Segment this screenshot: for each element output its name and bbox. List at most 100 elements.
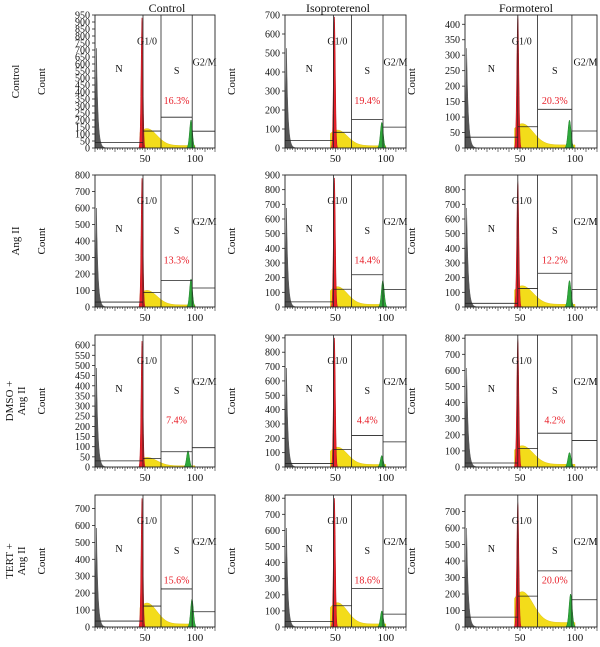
y-tick-label: 150 bbox=[445, 97, 460, 108]
y-tick-label: 200 bbox=[265, 434, 280, 445]
histogram-panel: 0 100 200 300 400 500 600 700 800 50 100 N G1/0 S G2/M… bbox=[265, 494, 408, 644]
y-tick-label: 150 bbox=[75, 123, 90, 134]
debris-peak bbox=[464, 367, 481, 468]
y-tick-label: 700 bbox=[445, 200, 460, 211]
y-tick-label: 50 bbox=[80, 137, 90, 148]
x-tick-label: 100 bbox=[567, 632, 584, 644]
y-tick-label: 200 bbox=[75, 116, 90, 127]
region-label-g1: G1/0 bbox=[512, 516, 532, 527]
s-phase-area bbox=[514, 123, 576, 149]
region-label-g1: G1/0 bbox=[137, 516, 157, 527]
y-axis-label-text: Count bbox=[36, 68, 48, 95]
region-label-s: S bbox=[552, 386, 558, 397]
plot-frame bbox=[94, 174, 216, 308]
y-tick-label: 700 bbox=[265, 200, 280, 211]
y-tick-label: 50 bbox=[450, 128, 460, 139]
region-label-g2: G2/M bbox=[384, 58, 408, 69]
y-tick-label: 400 bbox=[445, 557, 460, 568]
g1-peak bbox=[137, 341, 147, 468]
y-tick-label: 300 bbox=[445, 414, 460, 425]
s-phase-area bbox=[514, 285, 576, 308]
y-tick-label: 100 bbox=[445, 113, 460, 124]
y-tick-label: 200 bbox=[75, 422, 90, 433]
y-tick-label: 500 bbox=[75, 74, 90, 85]
debris-peak bbox=[464, 527, 481, 628]
y-tick-label: 400 bbox=[75, 381, 90, 392]
y-tick-label: 550 bbox=[75, 67, 90, 78]
y-tick-label: 400 bbox=[75, 88, 90, 99]
plot-frame bbox=[284, 14, 407, 149]
y-tick-label: 900 bbox=[75, 18, 90, 29]
x-tick-label: 50 bbox=[140, 153, 152, 165]
y-tick-label: 800 bbox=[75, 32, 90, 43]
y-tick-label: 300 bbox=[75, 102, 90, 113]
region-label-g2: G2/M bbox=[384, 377, 408, 388]
region-label-g1: G1/0 bbox=[327, 36, 347, 47]
y-tick-label: 800 bbox=[265, 185, 280, 196]
y-tick-label: 300 bbox=[445, 51, 460, 62]
x-tick-label: 100 bbox=[378, 472, 395, 484]
y-tick-label: 600 bbox=[265, 30, 280, 41]
y-tick-label: 150 bbox=[75, 432, 90, 443]
y-tick-label: 500 bbox=[265, 229, 280, 240]
y-tick-label: 700 bbox=[265, 362, 280, 373]
row-label-line: Ang II bbox=[16, 546, 28, 575]
region-label-g1: G1/0 bbox=[512, 356, 532, 367]
y-axis-label: Count bbox=[406, 68, 418, 95]
y-tick-label: 200 bbox=[265, 106, 280, 117]
y-tick-label: 700 bbox=[445, 350, 460, 361]
x-tick-label: 50 bbox=[330, 312, 342, 324]
y-tick-label: 400 bbox=[445, 398, 460, 409]
debris-peak bbox=[464, 48, 481, 149]
column-title: Control bbox=[149, 1, 186, 15]
x-tick-label: 100 bbox=[378, 312, 395, 324]
row-label-line: Control bbox=[10, 65, 22, 99]
y-tick-label: 200 bbox=[75, 270, 90, 281]
g1-peak bbox=[330, 498, 339, 628]
x-tick-label: 50 bbox=[140, 632, 152, 644]
y-axis-label-text: Count bbox=[406, 388, 418, 415]
g1-peak bbox=[330, 16, 339, 149]
region-label-g1: G1/0 bbox=[137, 36, 157, 47]
region-label-g2: G2/M bbox=[574, 58, 598, 69]
row-label-line: Ang II bbox=[10, 226, 22, 255]
y-tick-label: 350 bbox=[75, 95, 90, 106]
y-axis-label: Count bbox=[226, 548, 238, 575]
s-phase-percent: 20.3% bbox=[542, 96, 568, 107]
region-label-g2: G2/M bbox=[574, 217, 598, 228]
region-label-s: S bbox=[364, 66, 370, 77]
y-tick-label: 400 bbox=[75, 555, 90, 566]
y-tick-label: 900 bbox=[265, 333, 280, 344]
region-label-g2: G2/M bbox=[384, 217, 408, 228]
debris-peak bbox=[94, 207, 109, 308]
y-tick-label: 650 bbox=[75, 53, 90, 64]
y-axis-label: Count bbox=[226, 228, 238, 255]
row-label-line: DMSO + bbox=[4, 381, 16, 422]
debris-peak bbox=[284, 207, 299, 308]
y-tick-label: 450 bbox=[75, 371, 90, 382]
y-tick-label: 100 bbox=[75, 442, 90, 453]
s-phase-area bbox=[139, 128, 196, 149]
row-label-line: Ang II bbox=[16, 386, 28, 415]
y-tick-label: 800 bbox=[445, 334, 460, 345]
y-tick-label: 300 bbox=[265, 259, 280, 270]
y-tick-label: 300 bbox=[75, 402, 90, 413]
x-tick-label: 50 bbox=[515, 472, 527, 484]
y-tick-label: 800 bbox=[75, 171, 90, 182]
plot-frame bbox=[94, 334, 216, 468]
region-label-s: S bbox=[552, 66, 558, 77]
g2-peak bbox=[563, 280, 576, 308]
region-label-g2: G2/M bbox=[193, 217, 217, 228]
g2-peak bbox=[185, 119, 197, 149]
histogram-panel: 0 100 200 300 400 500 600 700 800 50 100 N G1/0 S G2/M… bbox=[75, 171, 217, 325]
plot-frame bbox=[284, 174, 407, 308]
row-label-line: TERT + bbox=[4, 543, 16, 579]
y-tick-label: 50 bbox=[80, 452, 90, 463]
y-tick-label: 950 bbox=[75, 11, 90, 22]
y-tick-label: 0 bbox=[85, 303, 90, 314]
g1-peak bbox=[137, 17, 147, 149]
y-axis-label: Count bbox=[226, 388, 238, 415]
histogram-panel: 0 50 100 150 200 250 300 350 400 50 100 N G1/0 S G2/M 2… bbox=[445, 14, 598, 165]
g1-peak bbox=[330, 177, 339, 308]
s-phase-percent: 16.3% bbox=[164, 96, 190, 107]
